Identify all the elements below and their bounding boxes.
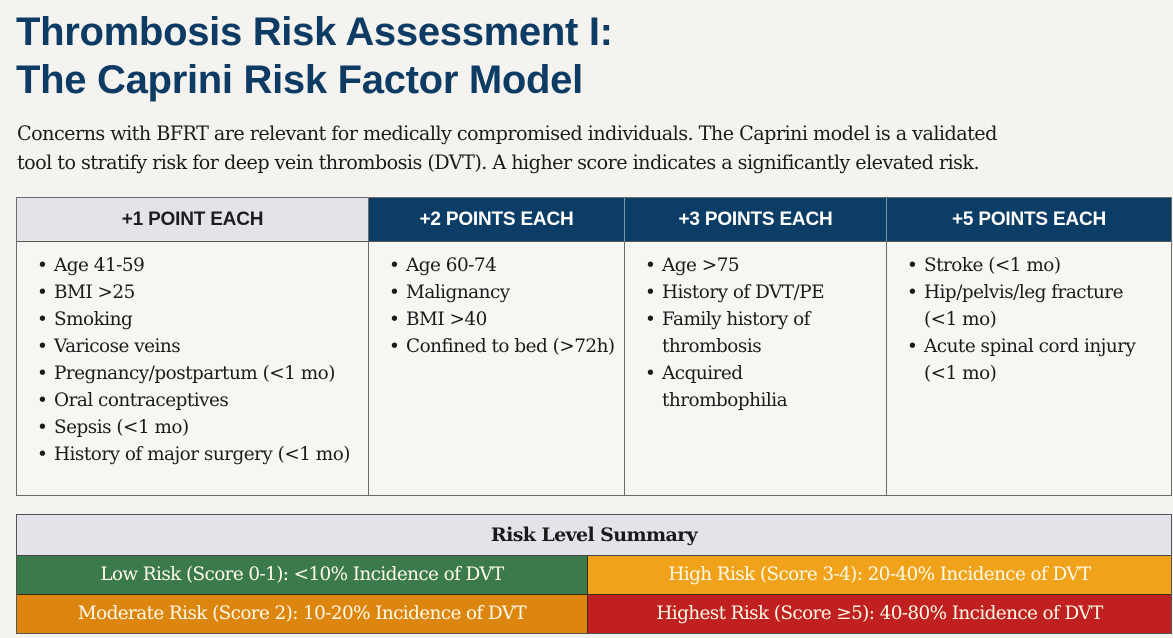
title-line-2: The Caprini Risk Factor Model — [16, 58, 583, 102]
header-3-points: +3 POINTS EACH — [625, 198, 887, 242]
risk-factor-item: Stroke (<1 mo) — [907, 252, 1147, 279]
intro-paragraph: Concerns with BFRT are relevant for medi… — [17, 119, 1167, 177]
risk-factor-item: BMI >40 — [389, 306, 620, 333]
risk-factor-item: Family history of thrombosis — [645, 306, 845, 360]
risk-factor-item: Age 41-59 — [37, 252, 364, 279]
risk-factor-item: BMI >25 — [37, 279, 364, 306]
risk-factor-table: +1 POINT EACH +2 POINTS EACH +3 POINTS E… — [16, 197, 1172, 496]
risk-high: High Risk (Score 3-4): 20-40% Incidence … — [588, 556, 1171, 595]
risk-factor-item: Hip/pelvis/leg fracture (<1 mo) — [907, 279, 1147, 333]
risk-factor-item: Smoking — [37, 306, 364, 333]
risk-moderate: Moderate Risk (Score 2): 10-20% Incidenc… — [17, 594, 588, 633]
risk-factor-item: Acute spinal cord injury (<1 mo) — [907, 333, 1147, 387]
factors-1-point: Age 41-59BMI >25SmokingVaricose veinsPre… — [17, 242, 369, 495]
title-line-1: Thrombosis Risk Assessment I: — [16, 10, 613, 54]
risk-factor-item: Malignancy — [389, 279, 620, 306]
risk-factor-item: Confined to bed (>72h) — [389, 333, 620, 360]
page-title: Thrombosis Risk Assessment I: The Caprin… — [16, 8, 613, 104]
risk-factor-item: Sepsis (<1 mo) — [37, 414, 364, 441]
risk-factor-item: Oral contraceptives — [37, 387, 364, 414]
risk-factor-item: Acquired thrombophilia — [645, 360, 845, 414]
factors-5-points: Stroke (<1 mo)Hip/pelvis/leg fracture (<… — [887, 242, 1171, 495]
risk-factor-item: Varicose veins — [37, 333, 364, 360]
risk-level-summary: Risk Level Summary Low Risk (Score 0-1):… — [16, 514, 1172, 634]
header-1-point: +1 POINT EACH — [17, 198, 369, 242]
risk-factor-item: History of major surgery (<1 mo) — [37, 441, 364, 468]
risk-factor-item: History of DVT/PE — [645, 279, 845, 306]
factors-2-points: Age 60-74MalignancyBMI >40Confined to be… — [369, 242, 625, 495]
intro-line-2: tool to stratify risk for deep vein thro… — [17, 151, 980, 174]
risk-highest: Highest Risk (Score ≥5): 40-80% Incidenc… — [588, 594, 1171, 633]
header-2-points: +2 POINTS EACH — [369, 198, 625, 242]
risk-factor-item: Age 60-74 — [389, 252, 620, 279]
risk-factor-item: Pregnancy/postpartum (<1 mo) — [37, 360, 364, 387]
risk-low: Low Risk (Score 0-1): <10% Incidence of … — [17, 556, 588, 595]
risk-factor-item: Age >75 — [645, 252, 845, 279]
factors-3-points: Age >75History of DVT/PEFamily history o… — [625, 242, 887, 495]
header-5-points: +5 POINTS EACH — [887, 198, 1171, 242]
intro-line-1: Concerns with BFRT are relevant for medi… — [17, 122, 997, 145]
summary-title: Risk Level Summary — [17, 515, 1171, 556]
